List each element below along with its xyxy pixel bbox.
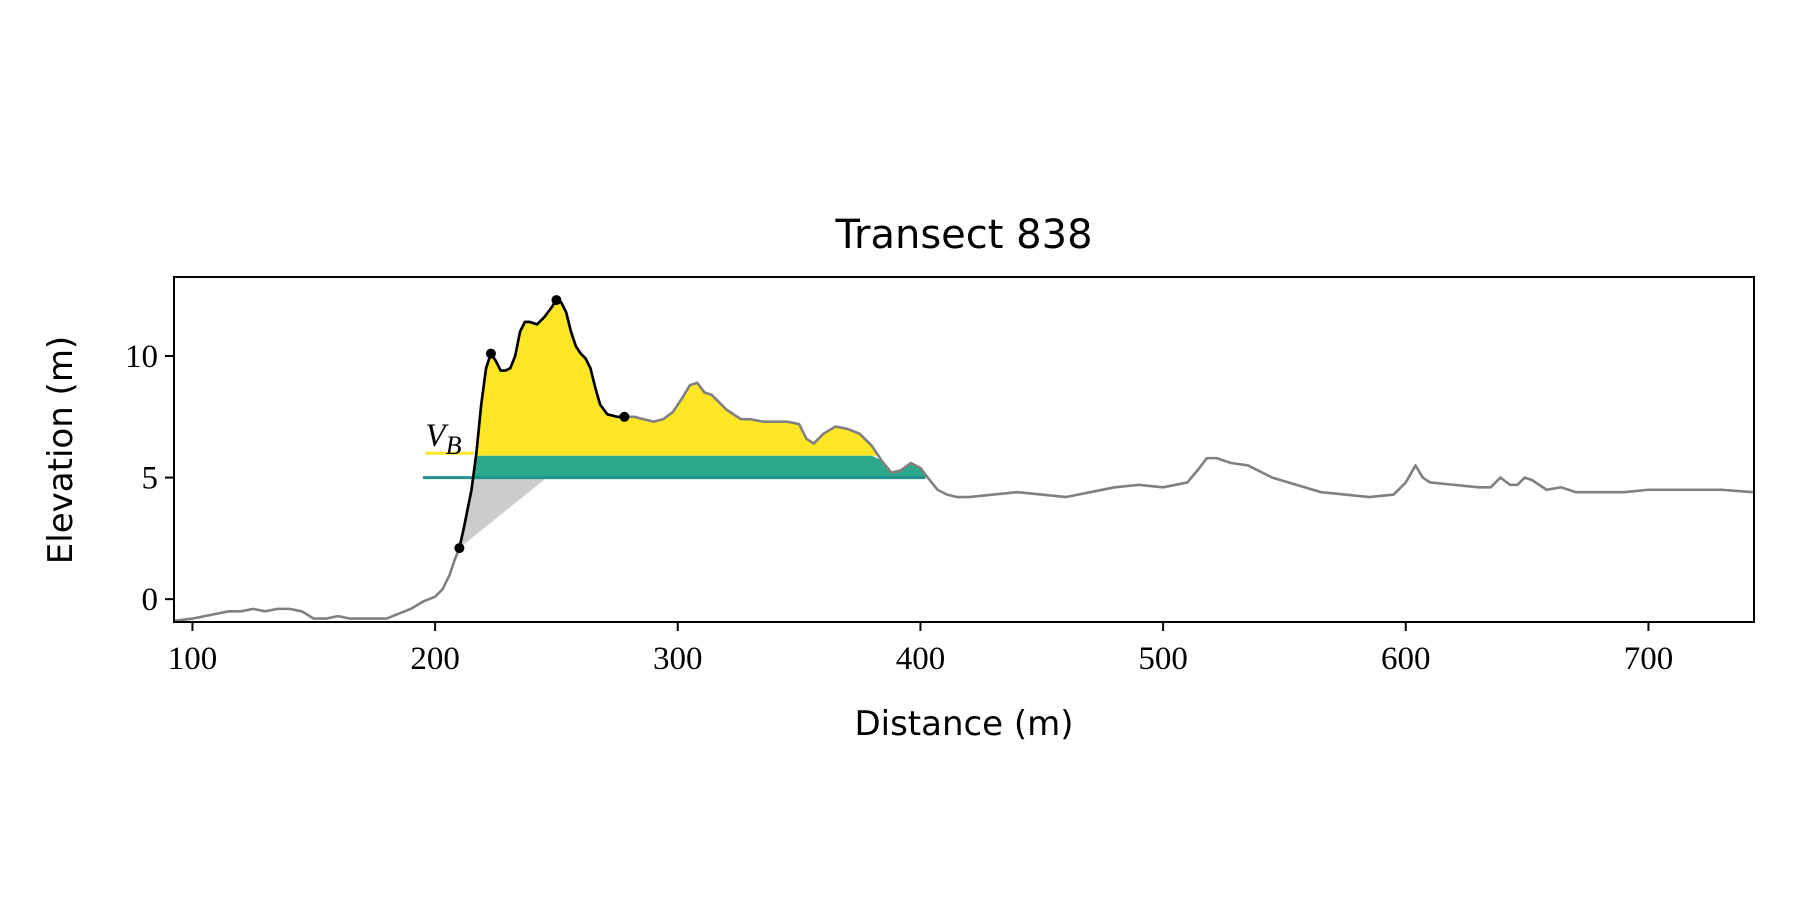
y-tick-label: 0: [142, 582, 159, 618]
y-axis-label: Elevation (m): [41, 336, 81, 564]
dune-line: [458, 298, 625, 549]
plot-area: VB: [174, 295, 1753, 622]
x-tick-label: 200: [410, 641, 460, 677]
lower-fill: [473, 455, 928, 478]
chart-title: Transect 838: [834, 212, 1092, 258]
x-axis-label: Distance (m): [854, 704, 1073, 744]
point-marker: [485, 348, 496, 359]
point-marker: [619, 411, 630, 422]
x-tick-label: 300: [653, 641, 703, 677]
point-marker: [454, 543, 465, 554]
toe-wedge: [459, 477, 547, 549]
x-tick-label: 100: [168, 641, 218, 677]
annotation: VB: [425, 418, 461, 460]
x-tick-label: 700: [1624, 641, 1674, 677]
annotation-subscript: B: [446, 431, 462, 460]
axes-frame: [173, 276, 1755, 623]
point-marker: [551, 295, 562, 306]
annotation-text: V: [425, 418, 449, 454]
y-tick-label: 10: [125, 339, 158, 375]
x-tick-label: 400: [896, 641, 946, 677]
profile-line: [174, 298, 1753, 622]
upper-fill: [476, 300, 879, 456]
x-tick-label: 600: [1381, 641, 1431, 677]
x-tick-label: 500: [1138, 641, 1188, 677]
y-tick-label: 5: [142, 461, 159, 497]
